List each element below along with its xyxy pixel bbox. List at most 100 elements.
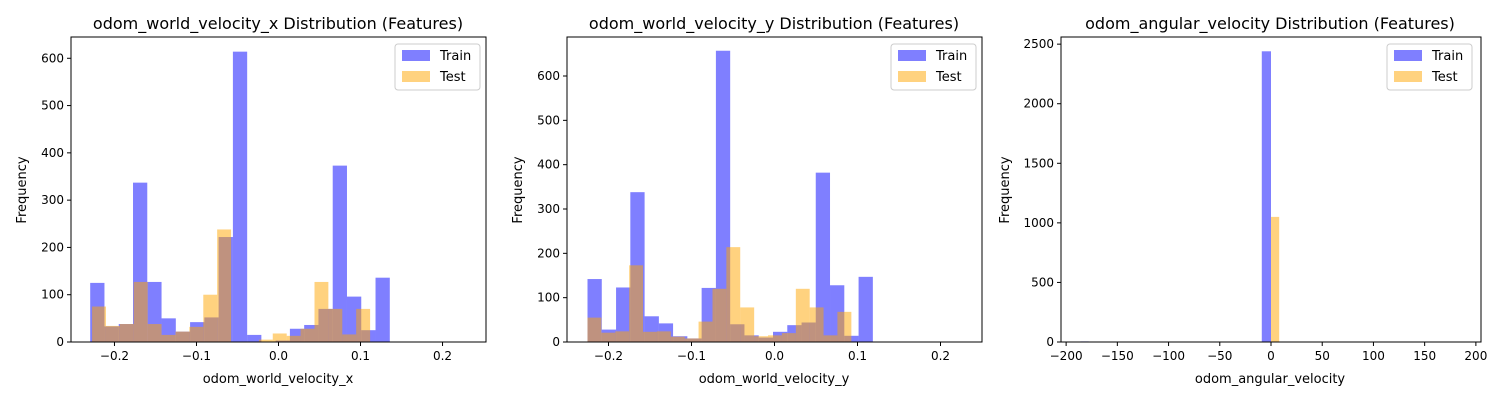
y-axis-label: Frequency: [15, 156, 30, 223]
histogram-bar-test: [670, 336, 685, 342]
histogram-bar-train: [1261, 51, 1271, 342]
y-tick-label: 200: [41, 240, 64, 254]
y-axis-label: Frequency: [998, 156, 1013, 223]
histogram-bar-test: [809, 307, 824, 342]
y-tick-label: 0: [56, 335, 64, 349]
histogram-bar-test: [601, 332, 616, 342]
legend-swatch-train: [898, 50, 926, 61]
legend-swatch-train: [1394, 50, 1422, 61]
histogram-bar-train: [858, 276, 873, 342]
y-axis-label: Frequency: [511, 156, 526, 223]
legend-swatch-test: [402, 71, 430, 82]
histogram-bar-test: [656, 331, 671, 342]
histogram-bar-test: [684, 338, 699, 342]
histogram-bar-test: [587, 317, 602, 342]
histogram-bar-test: [768, 335, 782, 342]
histogram-bar-test: [698, 321, 713, 342]
x-tick-label: −150: [1101, 349, 1134, 363]
histogram-bar-test: [754, 336, 769, 342]
legend-label-train: Train: [439, 49, 471, 64]
y-tick-label: 400: [537, 158, 560, 172]
histogram-bar-train: [232, 51, 248, 343]
x-tick-label: 50: [1315, 349, 1330, 363]
histogram-bar-test: [726, 247, 741, 342]
x-tick-label: −50: [1207, 349, 1232, 363]
chart-title: odom_world_velocity_y Distribution (Feat…: [589, 14, 959, 34]
y-tick-label: 100: [537, 291, 560, 305]
histogram-bar-test: [203, 294, 218, 342]
y-tick-label: 600: [537, 69, 560, 83]
histogram-bar-test: [105, 325, 120, 342]
series-test: [587, 247, 852, 342]
histogram-bar-test: [712, 288, 727, 342]
histogram-bar-train: [815, 172, 831, 342]
y-tick-label: 400: [41, 146, 64, 160]
x-tick-label: 0: [1267, 349, 1275, 363]
histogram-bar-test: [147, 324, 162, 342]
histogram-bar-test: [342, 334, 357, 342]
y-tick-label: 500: [537, 113, 560, 127]
legend-label-train: Train: [1431, 49, 1463, 64]
histogram-bar-test: [189, 326, 204, 342]
histogram-bar-test: [615, 331, 630, 342]
chart-title: odom_angular_velocity Distribution (Feat…: [1085, 14, 1455, 34]
y-tick-label: 200: [537, 246, 560, 260]
x-tick-label: −0.2: [100, 349, 129, 363]
x-tick-label: 0.1: [848, 349, 867, 363]
histogram-bar-test: [92, 306, 106, 342]
panel-velocity-x: odom_world_velocity_x Distribution (Feat…: [15, 14, 487, 387]
y-tick-label: 0: [1046, 335, 1054, 349]
x-tick-label: 200: [1464, 349, 1487, 363]
y-tick-label: 1000: [1023, 216, 1054, 230]
panel-angular-velocity: odom_angular_velocity Distribution (Feat…: [998, 14, 1487, 387]
histogram-bar-test: [258, 339, 273, 342]
x-tick-label: 100: [1362, 349, 1385, 363]
x-axis-label: odom_world_velocity_y: [699, 372, 850, 387]
x-tick-label: 150: [1413, 349, 1436, 363]
histogram-bar-test: [643, 331, 657, 342]
histogram-bar-test: [119, 324, 134, 342]
legend-swatch-test: [1394, 71, 1422, 82]
x-tick-label: 0.1: [351, 349, 370, 363]
histogram-bar-test: [272, 333, 287, 342]
histogram-bar-test: [328, 308, 343, 342]
x-tick-label: 0.2: [931, 349, 950, 363]
x-tick-label: −0.1: [182, 349, 211, 363]
histogram-bar-test: [300, 328, 315, 342]
histogram-bar-test: [781, 333, 796, 342]
histogram-bar-train: [332, 165, 347, 342]
panel-velocity-y: odom_world_velocity_y Distribution (Feat…: [511, 14, 983, 387]
histogram-bar-test: [356, 308, 371, 342]
histogram-bar-test: [133, 281, 148, 342]
legend: Train Test: [394, 43, 481, 91]
histogram-bar-test: [217, 229, 232, 342]
y-tick-label: 300: [537, 202, 560, 216]
histogram-bar-test: [286, 335, 301, 342]
histogram-bar-test: [161, 334, 176, 342]
histogram-bar-test: [314, 281, 329, 342]
y-tick-label: 100: [41, 288, 64, 302]
y-tick-label: 2500: [1023, 37, 1054, 51]
legend-swatch-train: [402, 50, 430, 61]
y-tick-label: 0: [552, 335, 560, 349]
x-tick-label: −0.1: [677, 349, 706, 363]
histogram-bar-test: [175, 331, 190, 342]
x-tick-label: 0.0: [765, 349, 784, 363]
y-tick-label: 300: [41, 193, 64, 207]
histogram-bar-train: [247, 334, 262, 342]
histogram-bar-test: [795, 288, 810, 342]
legend-label-train: Train: [935, 49, 967, 64]
y-tick-label: 500: [41, 99, 64, 113]
x-axis-label: odom_angular_velocity: [1195, 372, 1346, 387]
histogram-bar-train: [616, 287, 631, 342]
series-test: [92, 229, 371, 342]
chart-title: odom_world_velocity_x Distribution (Feat…: [93, 14, 463, 34]
y-tick-label: 600: [41, 51, 64, 65]
histogram-bar-test: [837, 311, 852, 342]
x-tick-label: 0.2: [433, 349, 452, 363]
legend-label-test: Test: [1431, 70, 1458, 85]
x-tick-label: −200: [1050, 349, 1083, 363]
legend: Train Test: [890, 43, 977, 91]
x-tick-label: 0.0: [269, 349, 288, 363]
